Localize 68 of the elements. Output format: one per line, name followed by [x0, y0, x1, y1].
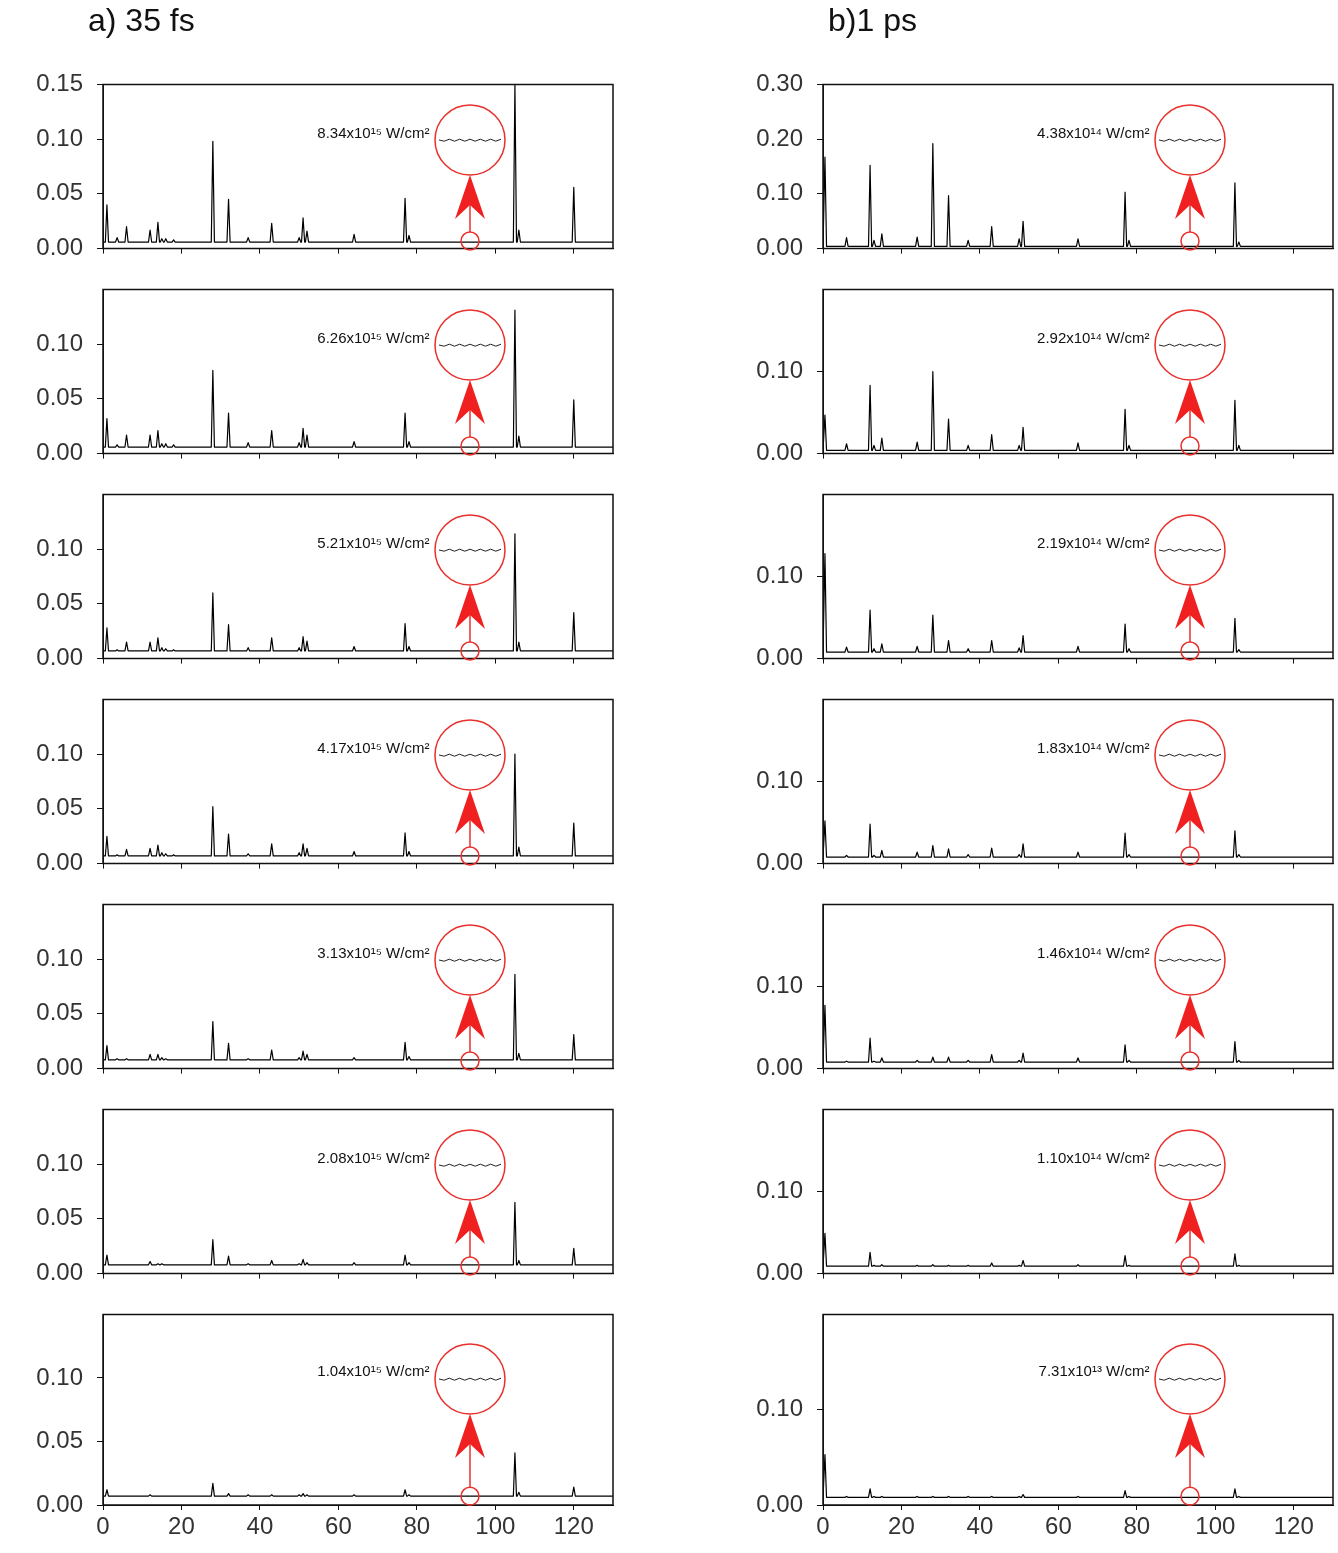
- y-tick-label: 0.00: [36, 643, 83, 671]
- annotation: 6.26x10¹⁵ W/cm²: [317, 328, 430, 346]
- y-tick-label: 0.00: [756, 1053, 803, 1081]
- y-tick-label: 0.10: [756, 178, 803, 206]
- annotation: 3.13x10¹⁵ W/cm²: [317, 943, 430, 961]
- y-tick-label: 0.05: [36, 178, 83, 206]
- y-tick-label: 0.05: [36, 588, 83, 616]
- x-tick-label: 80: [403, 1512, 431, 1540]
- x-tick-label: 60: [325, 1512, 352, 1540]
- x-tick-label: 0: [816, 1512, 830, 1540]
- y-tick-label: 0.00: [756, 438, 803, 466]
- x-tick-label: 60: [1045, 1512, 1072, 1540]
- annotation: 1.46x10¹⁴ W/cm²: [1037, 943, 1150, 961]
- x-tick-label: 120: [553, 1512, 594, 1540]
- y-tick-label: 0.10: [756, 971, 803, 999]
- y-tick-label: 0.00: [36, 1489, 83, 1517]
- annotation: 2.08x10¹⁵ W/cm²: [317, 1148, 430, 1166]
- y-tick-label: 0.00: [756, 233, 803, 261]
- y-tick-label: 0.10: [36, 1362, 83, 1390]
- x-tick-label: 0: [96, 1512, 110, 1540]
- y-tick-label: 0.00: [36, 1258, 83, 1286]
- annotation: 4.17x10¹⁵ W/cm²: [317, 738, 430, 756]
- x-tick-label: 20: [168, 1512, 195, 1540]
- annotation: 7.31x10¹³ W/cm²: [1038, 1361, 1150, 1379]
- y-tick-label: 0.05: [36, 1203, 83, 1231]
- annotation: 2.92x10¹⁴ W/cm²: [1037, 328, 1150, 346]
- y-tick-label: 0.10: [756, 561, 803, 589]
- x-tick-label: 120: [1273, 1512, 1314, 1540]
- y-tick-label: 0.10: [36, 738, 83, 766]
- chart-title: a) 35 fs: [88, 2, 195, 39]
- y-tick-label: 0.00: [756, 643, 803, 671]
- y-tick-label: 0.10: [756, 766, 803, 794]
- annotation: 4.38x10¹⁴ W/cm²: [1037, 123, 1150, 141]
- y-tick-label: 0.10: [36, 123, 83, 151]
- annotation: 8.34x10¹⁵ W/cm²: [317, 123, 430, 141]
- annotation: 1.04x10¹⁵ W/cm²: [317, 1361, 430, 1379]
- y-tick-label: 0.10: [36, 943, 83, 971]
- x-tick-label: 40: [966, 1512, 994, 1540]
- x-tick-label: 100: [1195, 1512, 1236, 1540]
- x-tick-label: 100: [475, 1512, 516, 1540]
- y-tick-label: 0.00: [36, 438, 83, 466]
- x-tick-label: 20: [888, 1512, 915, 1540]
- chart-title: b)1 ps: [828, 2, 917, 39]
- y-tick-label: 0.30: [756, 69, 803, 97]
- y-tick-label: 0.00: [756, 848, 803, 876]
- annotation: 1.10x10¹⁴ W/cm²: [1037, 1148, 1150, 1166]
- y-tick-label: 0.20: [756, 123, 803, 151]
- y-tick-label: 0.05: [36, 383, 83, 411]
- y-tick-label: 0.10: [36, 533, 83, 561]
- y-tick-label: 0.00: [36, 848, 83, 876]
- annotation: 5.21x10¹⁵ W/cm²: [317, 533, 430, 551]
- x-tick-label: 80: [1123, 1512, 1151, 1540]
- x-tick-label: 40: [246, 1512, 274, 1540]
- y-tick-label: 0.10: [36, 328, 83, 356]
- y-tick-label: 0.00: [36, 233, 83, 261]
- y-tick-label: 0.10: [36, 1148, 83, 1176]
- y-tick-label: 0.10: [756, 1176, 803, 1204]
- y-tick-label: 0.05: [36, 1426, 83, 1454]
- y-tick-label: 0.05: [36, 793, 83, 821]
- annotation: 1.83x10¹⁴ W/cm²: [1037, 738, 1150, 756]
- y-tick-label: 0.00: [756, 1489, 803, 1517]
- y-tick-label: 0.05: [36, 998, 83, 1026]
- y-tick-label: 0.10: [756, 1394, 803, 1422]
- y-tick-label: 0.00: [756, 1258, 803, 1286]
- y-tick-label: 0.00: [36, 1053, 83, 1081]
- annotation: 2.19x10¹⁴ W/cm²: [1037, 533, 1150, 551]
- y-tick-label: 0.15: [36, 69, 83, 97]
- y-tick-label: 0.10: [756, 356, 803, 384]
